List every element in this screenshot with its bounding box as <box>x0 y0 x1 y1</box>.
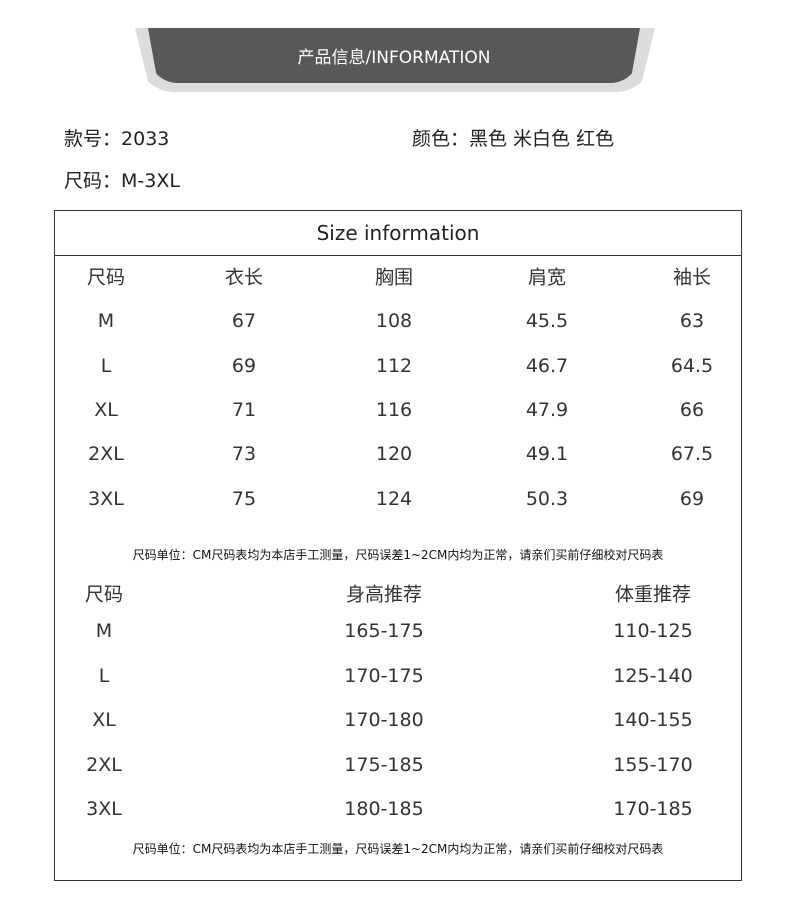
table-cell: 67.5 <box>670 443 714 465</box>
table-cell: 140-155 <box>613 709 693 731</box>
column-header: 尺码 <box>84 583 124 606</box>
table-cell: 112 <box>375 355 413 377</box>
table-cell: 3XL <box>88 488 124 510</box>
column-header: 身高推荐 <box>345 583 423 606</box>
table-cell: 45.5 <box>525 310 569 332</box>
column-header: 尺码 <box>86 266 126 289</box>
color-label: 颜色： <box>412 128 470 150</box>
table-cell: 170-185 <box>613 798 693 820</box>
size-range: 尺码：M-3XL <box>64 166 180 193</box>
table-cell: M <box>95 620 113 642</box>
table-cell: 180-185 <box>344 798 424 820</box>
size-chart-title: Size information <box>55 211 741 256</box>
table-cell: L <box>100 355 112 377</box>
table-cell: 75 <box>231 488 257 510</box>
recommend-note: 尺码单位：CM尺码表均为本店手工测量，尺码误差1~2CM内均为正常，请亲们买前仔… <box>132 842 664 856</box>
table-cell: 64.5 <box>670 355 714 377</box>
table-cell: L <box>98 665 110 687</box>
table-cell: M <box>97 310 115 332</box>
table-cell: 108 <box>375 310 413 332</box>
table-cell: 116 <box>375 399 413 421</box>
table-cell: 46.7 <box>525 355 569 377</box>
table-cell: 69 <box>231 355 257 377</box>
table-cell: 165-175 <box>344 620 424 642</box>
size-note: 尺码单位：CM尺码表均为本店手工测量，尺码误差1~2CM内均为正常，请亲们买前仔… <box>132 548 664 562</box>
table-cell: 3XL <box>86 798 122 820</box>
table-cell: 170-175 <box>344 665 424 687</box>
table-cell: 50.3 <box>525 488 569 510</box>
table-cell: 124 <box>375 488 413 510</box>
table-cell: 71 <box>231 399 257 421</box>
table-cell: 110-125 <box>613 620 693 642</box>
table-cell: 73 <box>231 443 257 465</box>
column-header: 衣长 <box>224 266 264 289</box>
table-cell: 155-170 <box>613 754 693 776</box>
table-cell: 63 <box>679 310 705 332</box>
style-number: 款号：2033 <box>64 124 169 151</box>
size-value: M-3XL <box>121 170 180 192</box>
table-cell: 66 <box>679 399 705 421</box>
colors: 颜色：黑色 米白色 红色 <box>412 124 614 151</box>
size-label: 尺码： <box>64 170 122 192</box>
table-cell: 47.9 <box>525 399 569 421</box>
size-chart: Size information 尺码 衣长 胸围 肩宽 袖长 M 67 108 45.5 63 L… <box>54 210 742 881</box>
column-header: 体重推荐 <box>614 583 692 606</box>
table-cell: 125-140 <box>613 665 693 687</box>
column-header: 肩宽 <box>527 266 567 289</box>
table-cell: 120 <box>375 443 413 465</box>
color-value: 黑色 米白色 红色 <box>469 128 615 150</box>
table-cell: 175-185 <box>344 754 424 776</box>
table-cell: XL <box>94 399 118 421</box>
table-cell: XL <box>92 709 116 731</box>
table-cell: 2XL <box>88 443 124 465</box>
banner-title: 产品信息/INFORMATION <box>297 48 491 68</box>
column-header: 袖长 <box>672 266 712 289</box>
table-cell: 2XL <box>86 754 122 776</box>
table-cell: 170-180 <box>344 709 424 731</box>
table-cell: 69 <box>679 488 705 510</box>
style-label: 款号： <box>64 128 122 150</box>
style-value: 2033 <box>121 128 170 150</box>
section-banner: 产品信息/INFORMATION <box>148 28 640 83</box>
table-cell: 49.1 <box>525 443 569 465</box>
column-header: 胸围 <box>374 266 414 289</box>
table-cell: 67 <box>231 310 257 332</box>
